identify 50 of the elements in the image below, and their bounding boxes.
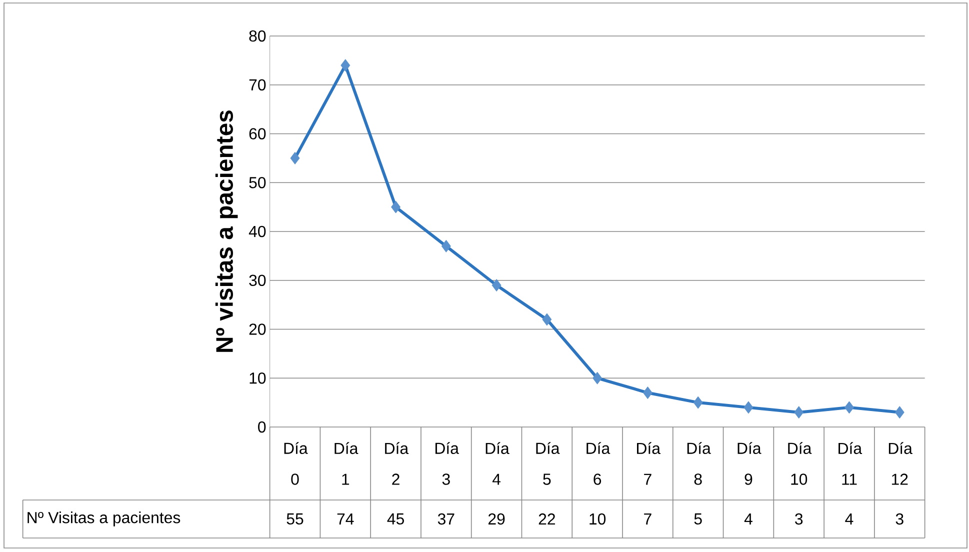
y-tick-label: 80 bbox=[249, 30, 266, 42]
data-label: 5 bbox=[694, 513, 702, 525]
data-label: 3 bbox=[896, 513, 904, 525]
y-axis-title: Nº visitas a pacientes bbox=[215, 110, 238, 352]
point bbox=[744, 401, 754, 414]
y-tick-label: 10 bbox=[250, 372, 266, 384]
y-tick-label: 0 bbox=[258, 421, 266, 433]
category-label: Día 2 bbox=[385, 442, 409, 485]
point bbox=[391, 200, 401, 214]
data-label: 7 bbox=[644, 514, 652, 524]
y-tick-label: 30 bbox=[249, 274, 266, 286]
category-label: Día 6 bbox=[586, 442, 610, 485]
category-label: Día 7 bbox=[637, 442, 660, 485]
data-label: 45 bbox=[387, 513, 404, 525]
category-label: Día 3 bbox=[435, 442, 459, 485]
data-label: 4 bbox=[744, 514, 752, 524]
point bbox=[492, 279, 502, 292]
data-label: 37 bbox=[438, 513, 454, 525]
point bbox=[542, 313, 552, 326]
y-tick-label: 20 bbox=[249, 324, 266, 335]
y-tick-label: 40 bbox=[248, 226, 266, 238]
category-label: Día 1 bbox=[334, 442, 358, 485]
y-tick-label: 50 bbox=[249, 176, 266, 188]
point bbox=[642, 386, 652, 400]
data-label: 10 bbox=[590, 513, 606, 525]
category-label: Día 12 bbox=[888, 442, 912, 485]
data-label: 74 bbox=[337, 514, 354, 524]
category-label: Día 4 bbox=[486, 442, 510, 485]
data-label: 55 bbox=[286, 513, 304, 525]
point bbox=[844, 401, 854, 414]
point bbox=[290, 152, 300, 164]
category-label: Día 11 bbox=[838, 442, 862, 485]
category-label: Día 8 bbox=[687, 442, 711, 485]
y-tick-label: 70 bbox=[249, 79, 266, 91]
category-label: Día 0 bbox=[284, 442, 308, 485]
point bbox=[894, 406, 904, 419]
data-label: 29 bbox=[488, 513, 505, 525]
point bbox=[340, 59, 350, 72]
point bbox=[794, 406, 804, 419]
data-label: 3 bbox=[795, 513, 803, 525]
point bbox=[592, 372, 602, 384]
data-label: 4 bbox=[845, 514, 854, 524]
category-label: Día 10 bbox=[788, 442, 812, 485]
category-label: Día 5 bbox=[536, 442, 560, 485]
y-tick-label: 60 bbox=[249, 128, 266, 140]
point bbox=[693, 396, 703, 409]
point bbox=[441, 240, 451, 252]
category-label: Día 9 bbox=[738, 442, 762, 485]
data-label: 22 bbox=[538, 513, 555, 525]
text: Nº Visitas a pacientes bbox=[28, 512, 180, 526]
